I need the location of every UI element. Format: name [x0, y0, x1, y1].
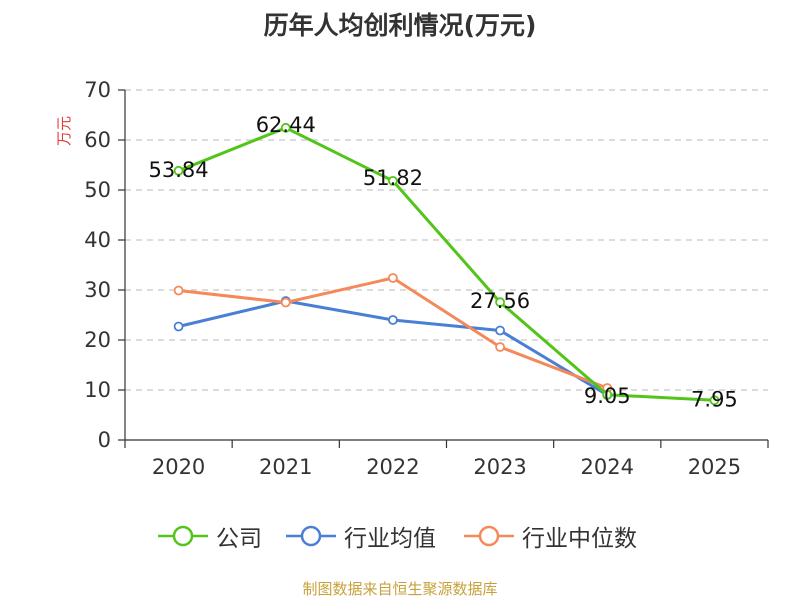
y-tick-label: 40	[84, 228, 111, 252]
legend-company-marker-icon	[158, 525, 208, 547]
x-tick-label: 2022	[366, 455, 419, 479]
data-label: 27.56	[470, 289, 530, 313]
legend-label-industry-avg: 行业均值	[344, 526, 436, 552]
data-label: 9.05	[584, 384, 631, 408]
data-label: 51.82	[363, 166, 423, 190]
data-source-note: 制图数据来自恒生聚源数据库	[302, 580, 498, 598]
y-tick-label: 70	[84, 78, 111, 102]
data-point	[709, 395, 720, 406]
data-label: 62.44	[256, 113, 316, 137]
legend-label-company: 公司	[216, 526, 262, 552]
y-tick-label: 0	[98, 428, 111, 452]
data-label: 7.95	[691, 387, 738, 411]
data-point	[495, 297, 505, 308]
data-label: 53.84	[149, 158, 209, 182]
data-point	[173, 285, 184, 296]
data-point	[388, 273, 398, 283]
data-point	[602, 389, 613, 400]
data-point	[280, 122, 291, 133]
legend-item-company[interactable]: 公司	[158, 518, 262, 554]
data-point	[495, 325, 505, 336]
y-tick-label: 10	[84, 378, 111, 402]
legend-label-industry-median: 行业中位数	[522, 526, 637, 552]
legend-industry-avg-marker-icon	[286, 525, 336, 547]
x-tick-label: 2020	[152, 455, 205, 479]
data-point	[280, 297, 291, 308]
legend-item-industry-avg[interactable]: 行业均值	[286, 518, 436, 554]
x-tick-label: 2024	[581, 455, 634, 479]
chart-title: 历年人均创利情况(万元)	[263, 11, 537, 40]
y-tick-label: 30	[84, 278, 111, 302]
data-point	[388, 175, 398, 186]
series-line-0	[178, 126, 715, 402]
data-point	[173, 165, 184, 176]
data-point	[388, 315, 398, 325]
legend-item-industry-median[interactable]: 行业中位数	[464, 518, 637, 554]
x-tick-label: 2021	[259, 455, 312, 479]
y-tick-label: 50	[84, 178, 111, 202]
legend-industry-median-marker-icon	[464, 525, 514, 547]
data-point	[173, 321, 184, 332]
x-tick-label: 2023	[473, 455, 526, 479]
series-line-2	[178, 276, 608, 390]
x-tick-label: 2025	[688, 455, 741, 479]
y-tick-label: 60	[84, 128, 111, 152]
data-point	[495, 342, 505, 352]
y-tick-label: 20	[84, 328, 111, 352]
